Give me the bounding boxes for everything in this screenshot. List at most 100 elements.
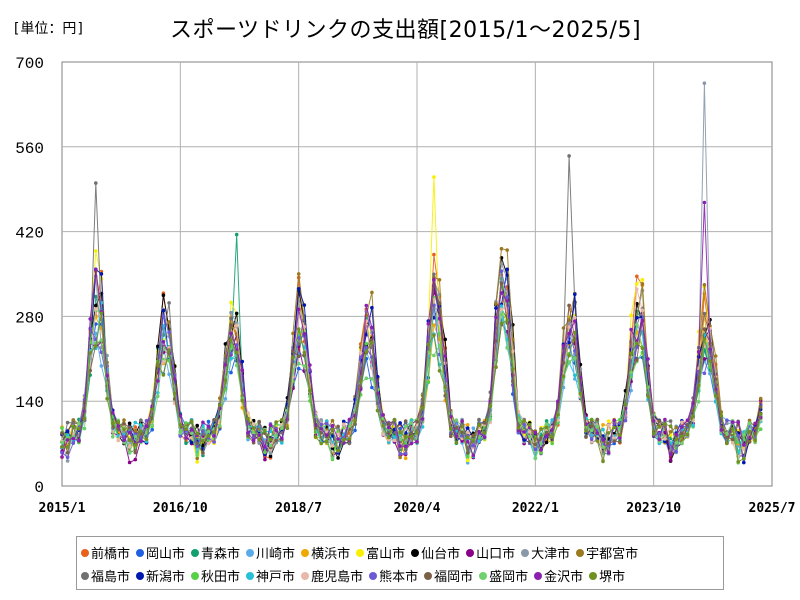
data-point xyxy=(358,355,363,360)
data-point xyxy=(308,363,312,367)
data-point xyxy=(99,364,104,368)
legend-item: 神戸市 xyxy=(246,566,295,585)
data-point xyxy=(144,437,149,442)
data-point xyxy=(330,418,335,423)
y-tick-label: 140 xyxy=(15,394,44,412)
data-point xyxy=(77,438,81,443)
data-point xyxy=(544,434,549,438)
data-point xyxy=(268,443,273,448)
data-point xyxy=(364,313,369,318)
data-point xyxy=(635,358,639,362)
data-point xyxy=(758,427,763,432)
data-point xyxy=(330,456,335,460)
data-point xyxy=(381,413,386,417)
y-tick-label: 0 xyxy=(34,479,44,497)
data-point xyxy=(454,426,459,430)
data-point xyxy=(612,425,616,430)
data-point xyxy=(432,333,436,338)
data-point xyxy=(71,425,76,429)
data-point xyxy=(246,430,250,435)
data-point xyxy=(696,350,701,354)
data-point xyxy=(206,429,211,434)
data-point xyxy=(465,430,470,435)
data-point xyxy=(257,437,262,442)
data-point xyxy=(584,435,588,439)
data-point xyxy=(533,456,538,461)
data-point xyxy=(71,441,76,445)
data-point xyxy=(618,421,622,425)
data-point xyxy=(505,299,510,303)
data-point xyxy=(640,308,645,313)
data-point xyxy=(437,343,442,348)
data-point xyxy=(539,450,543,455)
data-point xyxy=(65,459,70,463)
data-point xyxy=(99,338,104,342)
data-point xyxy=(364,349,369,354)
data-point xyxy=(499,291,504,295)
data-point xyxy=(567,154,571,158)
data-point xyxy=(94,307,98,311)
data-point xyxy=(206,419,211,424)
data-point xyxy=(353,418,357,423)
data-point xyxy=(567,353,571,358)
data-point xyxy=(133,443,138,447)
data-point xyxy=(263,444,267,449)
data-point xyxy=(268,437,273,442)
data-point xyxy=(150,423,154,427)
data-point xyxy=(268,451,273,456)
legend-label: 盛岡市 xyxy=(489,570,529,585)
data-point xyxy=(736,433,740,438)
data-point xyxy=(364,332,369,337)
data-point xyxy=(573,356,577,360)
data-point xyxy=(601,445,605,449)
data-point xyxy=(680,435,684,439)
data-point xyxy=(511,367,515,371)
data-point xyxy=(398,421,402,425)
data-point xyxy=(668,458,673,463)
data-point xyxy=(375,408,380,413)
data-point xyxy=(71,420,76,425)
data-point xyxy=(139,418,143,423)
data-point xyxy=(296,307,301,312)
data-point xyxy=(229,338,233,342)
data-point xyxy=(122,438,126,443)
data-point xyxy=(110,411,115,415)
data-point xyxy=(736,460,740,464)
series-group xyxy=(60,81,763,465)
legend-label: 神戸市 xyxy=(256,570,296,585)
data-point xyxy=(449,434,453,439)
data-point xyxy=(657,419,662,423)
data-point xyxy=(618,417,622,422)
data-point xyxy=(646,357,650,361)
data-point xyxy=(477,417,481,422)
data-point xyxy=(161,359,166,364)
data-point xyxy=(409,441,414,446)
data-point xyxy=(595,439,600,443)
data-point xyxy=(668,424,673,429)
data-point xyxy=(139,439,143,444)
data-point xyxy=(122,418,126,422)
data-point xyxy=(347,437,352,441)
data-point xyxy=(561,343,566,348)
data-point xyxy=(133,434,138,439)
data-point xyxy=(432,303,436,308)
data-point xyxy=(60,426,64,430)
data-point xyxy=(319,422,324,427)
data-point xyxy=(308,388,312,393)
data-point xyxy=(527,430,532,434)
data-point xyxy=(229,356,233,361)
data-point xyxy=(629,388,633,393)
data-point xyxy=(161,373,166,377)
data-point xyxy=(88,326,92,331)
data-point xyxy=(65,445,70,449)
legend-item: 秋田市 xyxy=(191,566,240,585)
data-point xyxy=(612,418,616,423)
legend-marker xyxy=(81,571,89,580)
data-point xyxy=(195,456,199,461)
data-point xyxy=(646,394,650,399)
data-point xyxy=(561,374,566,379)
data-point xyxy=(550,428,554,432)
data-point xyxy=(629,370,633,375)
data-point xyxy=(133,420,138,425)
data-point xyxy=(533,437,538,441)
